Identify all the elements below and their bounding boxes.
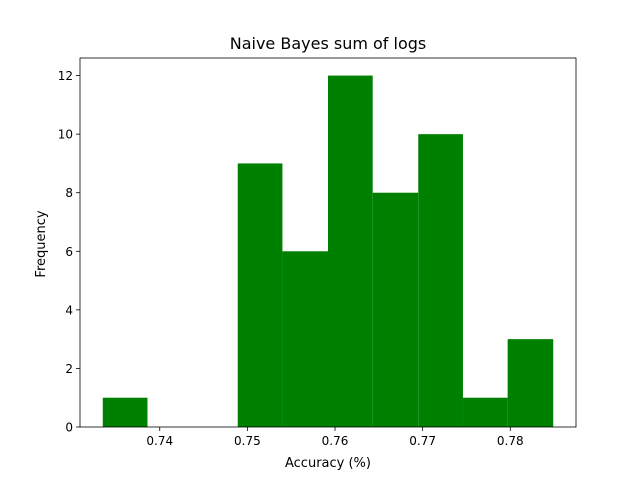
histogram-bar: [102, 397, 148, 427]
x-ticks-group: 0.74 0.75 0.76 0.77 0.78: [146, 427, 524, 448]
histogram-bar: [507, 339, 554, 427]
bars-group: [102, 75, 554, 428]
x-tick-label: 0.74: [146, 434, 173, 448]
y-tick-label: 8: [65, 186, 73, 200]
histogram-bar: [237, 163, 283, 427]
y-tick-label: 10: [58, 128, 73, 142]
histogram-bar: [372, 192, 419, 427]
axes-frame: [79, 57, 577, 428]
histogram-bar: [462, 397, 508, 427]
y-tick-label: 12: [58, 69, 73, 83]
x-tick-label: 0.76: [322, 434, 349, 448]
histogram-bar: [418, 134, 463, 427]
y-tick-label: 6: [65, 245, 73, 259]
y-tick-label: 4: [65, 303, 73, 317]
chart-title: Naive Bayes sum of logs: [230, 34, 427, 53]
x-tick-label: 0.75: [234, 434, 261, 448]
x-axis-label: Accuracy (%): [285, 456, 371, 471]
histogram-bar: [328, 75, 373, 428]
histogram-bar: [282, 251, 328, 427]
y-axis-label: Frequency: [34, 210, 49, 277]
y-ticks-group: 0 2 4 6 8 10 12: [58, 69, 80, 435]
y-tick-label: 0: [65, 421, 73, 435]
x-tick-label: 0.78: [497, 434, 524, 448]
y-tick-label: 2: [65, 362, 73, 376]
x-tick-label: 0.77: [409, 434, 436, 448]
